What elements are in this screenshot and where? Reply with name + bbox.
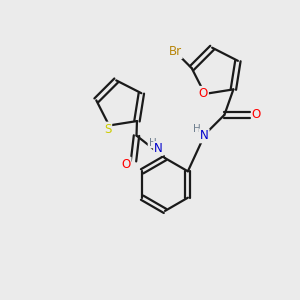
Text: O: O (122, 158, 130, 171)
Text: S: S (104, 123, 111, 136)
Text: Br: Br (169, 45, 182, 58)
Text: O: O (252, 108, 261, 122)
Text: O: O (199, 87, 208, 100)
Text: N: N (200, 129, 209, 142)
Text: H: H (193, 124, 200, 134)
Text: N: N (154, 142, 163, 155)
Text: H: H (148, 137, 156, 148)
